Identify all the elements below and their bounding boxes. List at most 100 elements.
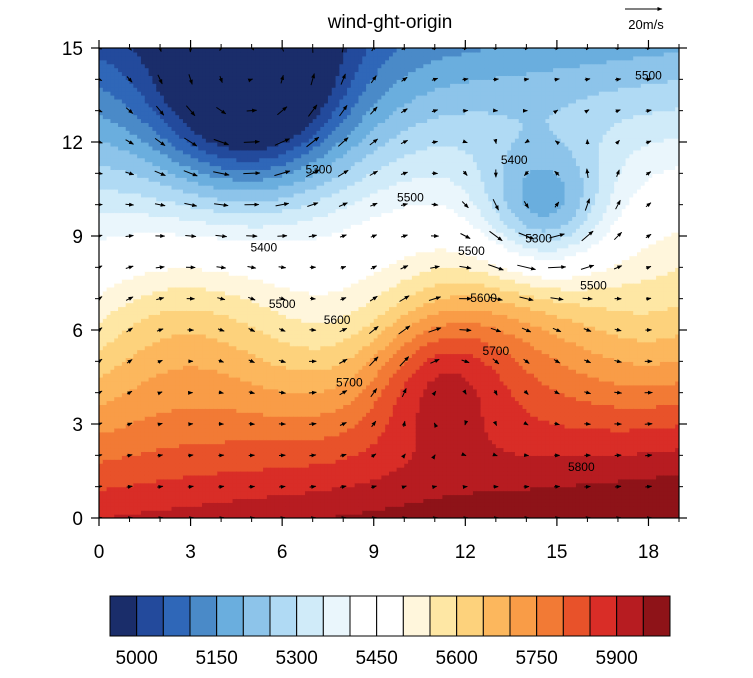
- field-cell: [107, 506, 111, 511]
- field-cell: [141, 95, 145, 100]
- field-cell: [126, 154, 130, 159]
- field-cell: [141, 303, 145, 308]
- field-cell: [183, 173, 187, 178]
- field-cell: [107, 412, 111, 417]
- field-cell: [122, 287, 126, 292]
- field-cell: [149, 68, 153, 73]
- field-cell: [99, 56, 103, 61]
- field-cell: [149, 236, 153, 241]
- field-cell: [152, 220, 156, 225]
- field-cell: [152, 475, 156, 480]
- field-cell: [145, 397, 149, 402]
- field-cell: [107, 471, 111, 476]
- field-cell: [118, 95, 122, 100]
- field-cell: [149, 193, 153, 198]
- field-cell: [183, 252, 187, 257]
- field-cell: [183, 111, 187, 116]
- field-cell: [168, 154, 172, 159]
- field-cell: [160, 404, 164, 409]
- field-cell: [118, 240, 122, 245]
- field-cell: [126, 307, 130, 312]
- field-cell: [164, 471, 168, 476]
- field-cell: [126, 158, 130, 163]
- field-cell: [99, 252, 103, 257]
- field-cell: [126, 83, 130, 88]
- field-cell: [133, 189, 137, 194]
- field-cell: [164, 502, 168, 507]
- field-cell: [152, 201, 156, 206]
- field-cell: [114, 401, 118, 406]
- field-cell: [168, 404, 172, 409]
- field-cell: [172, 138, 176, 143]
- field-cell: [172, 357, 176, 362]
- field-cell: [175, 244, 179, 249]
- field-cell: [130, 361, 134, 366]
- field-cell: [175, 428, 179, 433]
- field-cell: [156, 162, 160, 167]
- field-cell: [99, 181, 103, 186]
- field-cell: [130, 83, 134, 88]
- field-cell: [118, 279, 122, 284]
- field-cell: [179, 502, 183, 507]
- field-cell: [99, 463, 103, 468]
- field-cell: [168, 307, 172, 312]
- field-cell: [175, 263, 179, 268]
- field-cell: [110, 287, 114, 292]
- field-cell: [103, 479, 107, 484]
- field-cell: [172, 459, 176, 464]
- field-cell: [145, 56, 149, 61]
- field-cell: [145, 361, 149, 366]
- field-cell: [160, 119, 164, 124]
- field-cell: [175, 209, 179, 214]
- field-cell: [133, 326, 137, 331]
- field-cell: [133, 357, 137, 362]
- field-cell: [156, 158, 160, 163]
- field-cell: [160, 338, 164, 343]
- field-cell: [156, 146, 160, 151]
- field-cell: [179, 463, 183, 468]
- field-cell: [172, 271, 176, 276]
- field-cell: [133, 495, 137, 500]
- field-cell: [179, 75, 183, 80]
- field-cell: [133, 185, 137, 190]
- field-cell: [168, 122, 172, 127]
- field-cell: [183, 424, 187, 429]
- field-cell: [126, 303, 130, 308]
- field-cell: [164, 79, 168, 84]
- field-cell: [164, 307, 168, 312]
- field-cell: [160, 491, 164, 496]
- field-cell: [172, 162, 176, 167]
- field-cell: [137, 412, 141, 417]
- field-cell: [103, 185, 107, 190]
- field-cell: [137, 134, 141, 139]
- field-cell: [118, 197, 122, 202]
- field-cell: [133, 459, 137, 464]
- field-cell: [110, 393, 114, 398]
- field-cell: [168, 115, 172, 120]
- field-cell: [183, 393, 187, 398]
- field-cell: [118, 459, 122, 464]
- field-cell: [110, 295, 114, 300]
- field-cell: [172, 385, 176, 390]
- field-cell: [137, 260, 141, 265]
- field-cell: [110, 314, 114, 319]
- field-cell: [114, 487, 118, 492]
- field-cell: [122, 495, 126, 500]
- field-cell: [156, 181, 160, 186]
- field-cell: [187, 260, 191, 265]
- field-cell: [187, 248, 191, 253]
- field-cell: [179, 154, 183, 159]
- field-cell: [149, 197, 153, 202]
- field-cell: [187, 213, 191, 218]
- field-cell: [110, 83, 114, 88]
- field-cell: [145, 393, 149, 398]
- field-cell: [183, 303, 187, 308]
- field-cell: [168, 471, 172, 476]
- field-cell: [183, 56, 187, 61]
- field-cell: [187, 334, 191, 339]
- field-cell: [126, 162, 130, 167]
- field-cell: [179, 346, 183, 351]
- field-cell: [160, 240, 164, 245]
- field-cell: [149, 510, 153, 515]
- field-cell: [130, 303, 134, 308]
